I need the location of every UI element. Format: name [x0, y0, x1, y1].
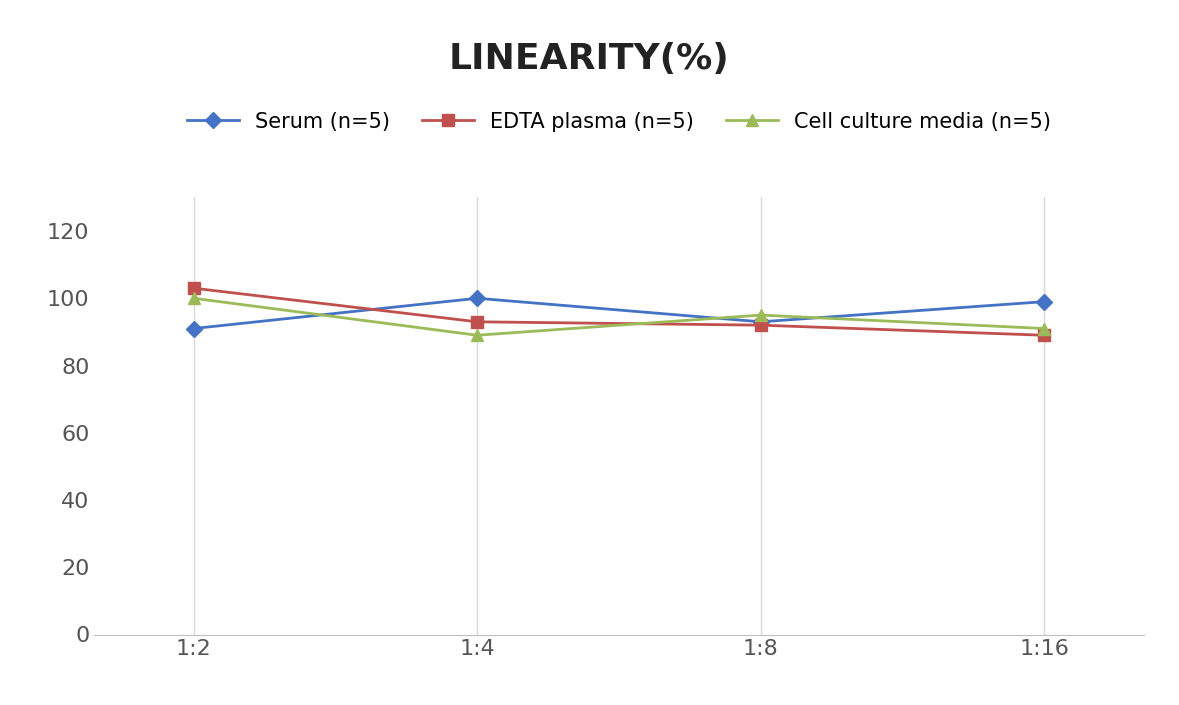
EDTA plasma (n=5) — [753, 321, 768, 329]
Line: Serum (n=5): Serum (n=5) — [187, 293, 1050, 334]
Serum (n=5) — [1038, 298, 1052, 306]
EDTA plasma (n=5) — [1038, 331, 1052, 340]
EDTA plasma (n=5) — [186, 284, 200, 293]
Legend: Serum (n=5), EDTA plasma (n=5), Cell culture media (n=5): Serum (n=5), EDTA plasma (n=5), Cell cul… — [186, 111, 1052, 132]
Cell culture media (n=5) — [470, 331, 485, 340]
Line: Cell culture media (n=5): Cell culture media (n=5) — [187, 293, 1050, 341]
Cell culture media (n=5) — [186, 294, 200, 302]
Text: LINEARITY(%): LINEARITY(%) — [449, 42, 730, 76]
Cell culture media (n=5) — [753, 311, 768, 319]
Cell culture media (n=5) — [1038, 324, 1052, 333]
Serum (n=5) — [753, 317, 768, 326]
Line: EDTA plasma (n=5): EDTA plasma (n=5) — [187, 283, 1050, 341]
Serum (n=5) — [186, 324, 200, 333]
Serum (n=5) — [470, 294, 485, 302]
EDTA plasma (n=5) — [470, 317, 485, 326]
